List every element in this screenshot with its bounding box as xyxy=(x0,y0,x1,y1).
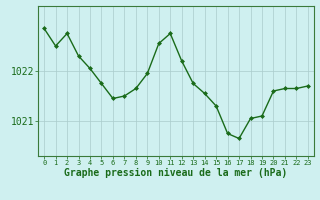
X-axis label: Graphe pression niveau de la mer (hPa): Graphe pression niveau de la mer (hPa) xyxy=(64,168,288,178)
